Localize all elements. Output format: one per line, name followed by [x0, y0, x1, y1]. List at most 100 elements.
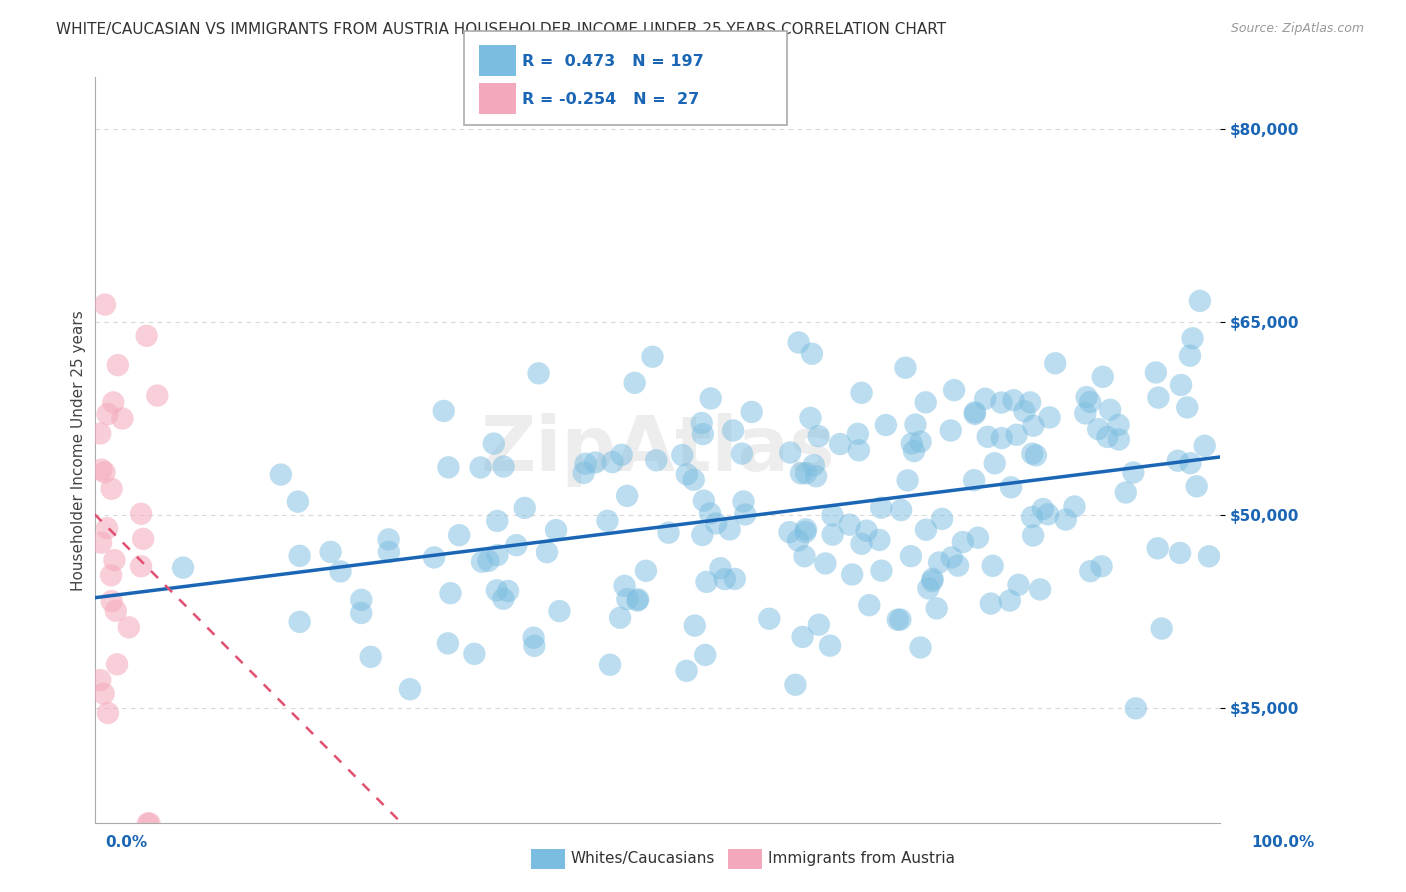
Point: [914, 395, 936, 409]
Point: [1074, 406, 1097, 420]
Point: [602, 455, 624, 469]
Point: [855, 524, 877, 538]
Point: [626, 593, 648, 607]
Point: [900, 549, 922, 563]
Point: [609, 611, 631, 625]
Point: [779, 525, 801, 540]
Point: [800, 347, 823, 361]
Point: [486, 514, 509, 528]
Point: [596, 514, 619, 528]
Point: [671, 448, 693, 462]
Point: [991, 431, 1014, 445]
Point: [967, 531, 990, 545]
Point: [990, 395, 1012, 409]
Point: [718, 522, 741, 536]
Point: [981, 558, 1004, 573]
Point: [172, 560, 194, 574]
Point: [548, 604, 571, 618]
Point: [96, 407, 118, 421]
Point: [492, 591, 515, 606]
Point: [1115, 485, 1137, 500]
Point: [100, 568, 122, 582]
Point: [107, 358, 129, 372]
Point: [1181, 331, 1204, 345]
Point: [1091, 369, 1114, 384]
Point: [613, 579, 636, 593]
Point: [868, 533, 890, 547]
Point: [910, 434, 932, 449]
Point: [821, 527, 844, 541]
Point: [89, 426, 111, 441]
Point: [1032, 502, 1054, 516]
Point: [288, 615, 311, 629]
Point: [350, 606, 373, 620]
Point: [118, 620, 141, 634]
Point: [449, 528, 471, 542]
Text: R =  0.473   N = 197: R = 0.473 N = 197: [522, 54, 703, 69]
Point: [1170, 378, 1192, 392]
Point: [523, 631, 546, 645]
Point: [1014, 404, 1036, 418]
Point: [505, 538, 527, 552]
Point: [477, 554, 499, 568]
Point: [1002, 393, 1025, 408]
Point: [627, 592, 650, 607]
Point: [676, 467, 699, 482]
Point: [1122, 466, 1144, 480]
Point: [900, 436, 922, 450]
Point: [97, 706, 120, 720]
Point: [486, 548, 509, 562]
Point: [1144, 366, 1167, 380]
Point: [1000, 480, 1022, 494]
Point: [463, 647, 485, 661]
Point: [439, 586, 461, 600]
Point: [527, 367, 550, 381]
Text: 100.0%: 100.0%: [1251, 836, 1315, 850]
Point: [287, 494, 309, 508]
Point: [645, 453, 668, 467]
Point: [793, 549, 815, 564]
Point: [1146, 541, 1168, 556]
Point: [1097, 430, 1119, 444]
Point: [821, 508, 844, 523]
Text: Immigrants from Austria: Immigrants from Austria: [768, 852, 955, 866]
Point: [1108, 417, 1130, 432]
Point: [846, 426, 869, 441]
Point: [785, 678, 807, 692]
Point: [941, 550, 963, 565]
Point: [90, 463, 112, 477]
Point: [804, 469, 827, 483]
Point: [1180, 456, 1202, 470]
Point: [146, 388, 169, 402]
Point: [1045, 356, 1067, 370]
Point: [1168, 546, 1191, 560]
Point: [136, 816, 159, 830]
Point: [699, 392, 721, 406]
Point: [546, 523, 568, 537]
Point: [870, 500, 893, 515]
Point: [910, 640, 932, 655]
Point: [1025, 448, 1047, 462]
Text: R = -0.254   N =  27: R = -0.254 N = 27: [522, 92, 699, 107]
Point: [574, 457, 596, 471]
Point: [903, 444, 925, 458]
Point: [94, 297, 117, 311]
Point: [536, 545, 558, 559]
Point: [851, 385, 873, 400]
Point: [974, 392, 997, 406]
Point: [1029, 582, 1052, 597]
Point: [695, 574, 717, 589]
Point: [616, 592, 638, 607]
Text: Whites/Caucasians: Whites/Caucasians: [571, 852, 716, 866]
Point: [111, 411, 134, 425]
Point: [89, 673, 111, 687]
Point: [100, 482, 122, 496]
Point: [890, 503, 912, 517]
Point: [692, 528, 714, 542]
Point: [741, 405, 763, 419]
Point: [848, 443, 870, 458]
Point: [858, 598, 880, 612]
Point: [513, 500, 536, 515]
Point: [641, 350, 664, 364]
Point: [704, 516, 727, 531]
